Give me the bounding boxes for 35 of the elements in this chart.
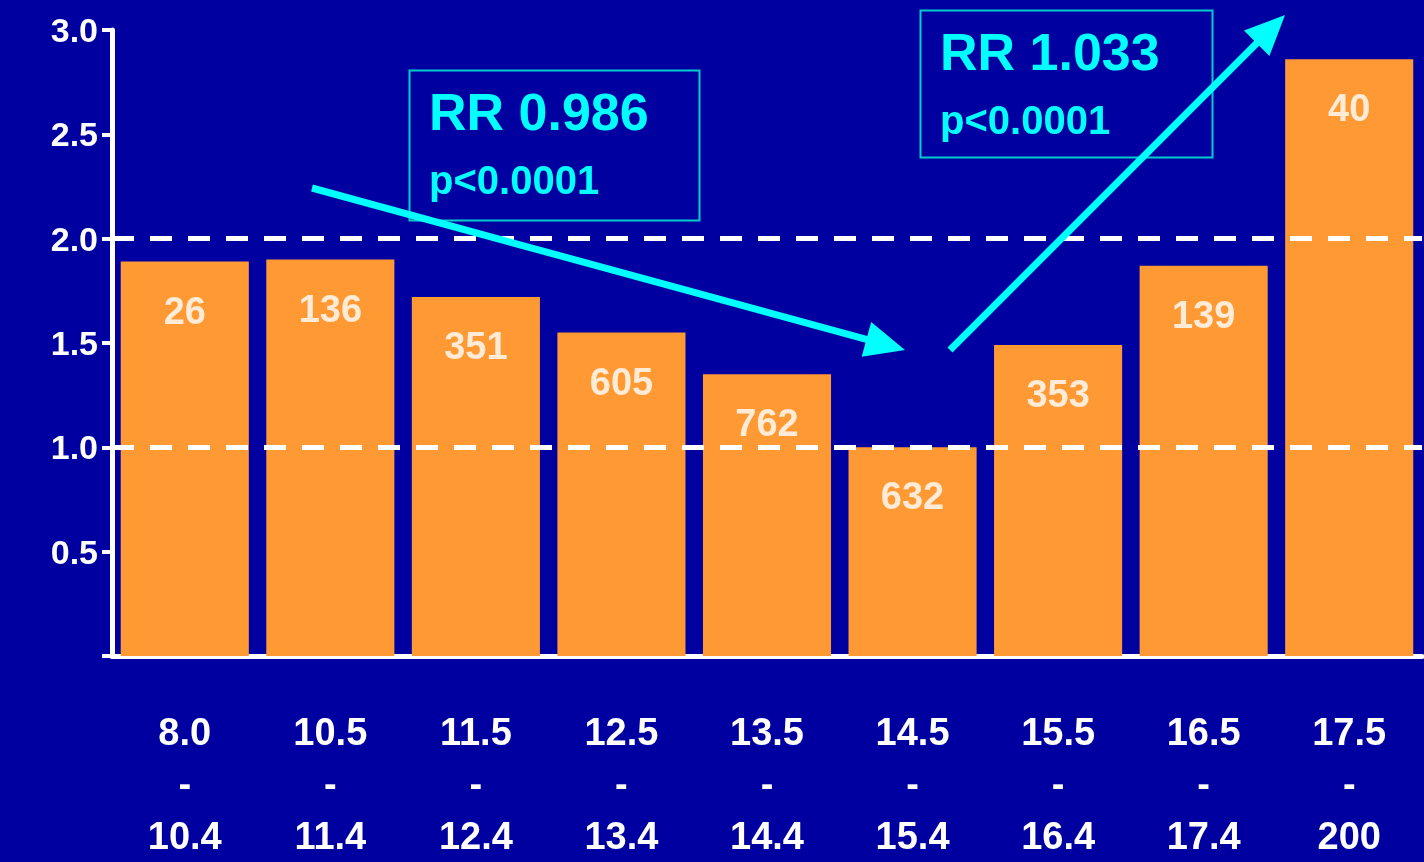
annotation: p<0.0001 (429, 158, 600, 202)
y-tick-label: 0.5 (50, 532, 98, 571)
x-tick-label: 11.5 - 12.4 (438, 711, 513, 857)
x-tick-label: 17.5 - 200 (1312, 711, 1387, 857)
annotation: 136 (298, 287, 363, 330)
x-tick-label: 13.5 - 14.4 (730, 711, 804, 857)
annotation: 26 (163, 289, 206, 332)
annotation: RR 0.986 (429, 83, 649, 141)
annotation: 605 (589, 360, 654, 403)
annotation: 632 (880, 475, 945, 518)
annotation: 40 (1328, 87, 1371, 130)
annotation: 139 (1171, 293, 1236, 336)
x-tick-label: 16.5 - 17.4 (1166, 711, 1241, 857)
bar (120, 261, 249, 656)
y-tick-label: 2.5 (50, 115, 98, 154)
x-tick-label: 15.5 - 16.4 (1021, 711, 1096, 857)
annotation: p<0.0001 (940, 98, 1111, 142)
bar (848, 447, 977, 656)
bar (266, 259, 395, 656)
y-tick-label: 3.0 (50, 11, 98, 49)
y-tick-label: 1.5 (50, 324, 98, 362)
annotation: RR 1.033 (940, 23, 1160, 81)
bar (411, 297, 540, 656)
bar (702, 374, 832, 656)
y-tick-label: 2.0 (50, 219, 98, 258)
y-tick-label: 1.0 (50, 428, 98, 467)
x-tick-label: 14.5 - 15.4 (875, 711, 950, 857)
x-tick-label: 10.5 - 11.4 (293, 711, 368, 857)
annotation: 353 (1026, 373, 1090, 416)
x-tick-label: 12.5 - 13.4 (584, 711, 659, 857)
annotation: 762 (735, 402, 799, 445)
x-tick-label: 8.0 - 10.4 (147, 711, 222, 857)
annotation: 351 (444, 325, 508, 368)
bar (1285, 59, 1414, 656)
bar (557, 332, 686, 656)
